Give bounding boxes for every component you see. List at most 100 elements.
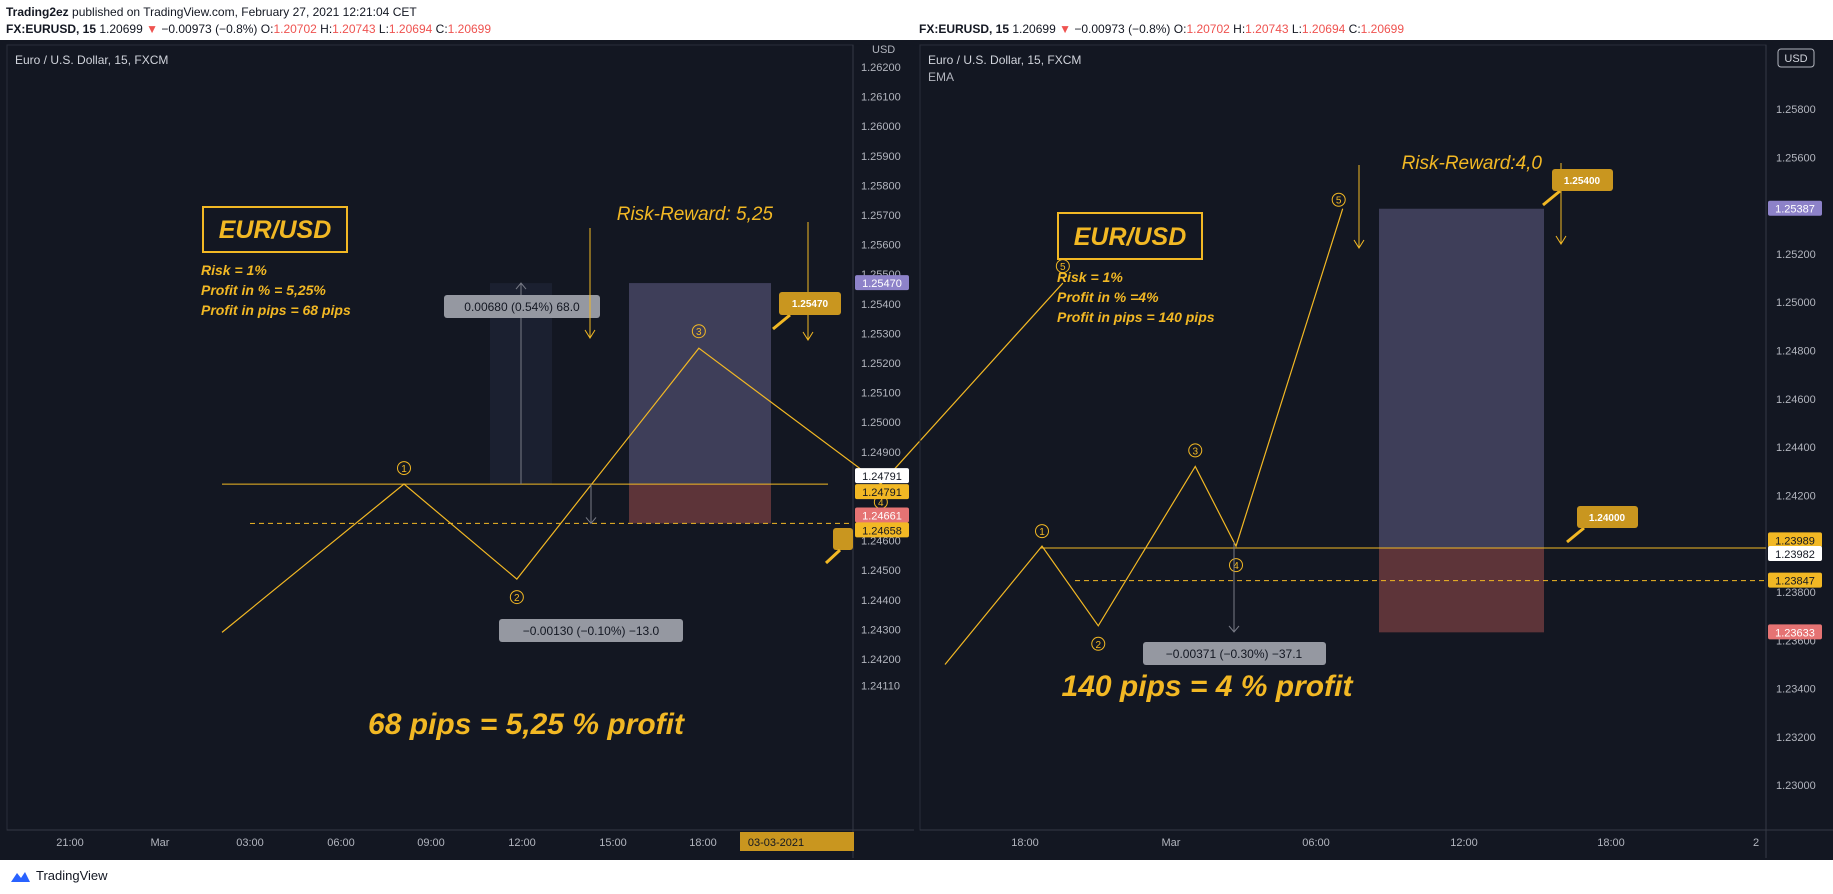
down-arrow-icon: ▼ [1059, 22, 1071, 36]
price-badge-value: 1.24658 [862, 525, 902, 537]
down-arrow-icon [1555, 235, 1567, 245]
wave-point-marker [1091, 636, 1106, 651]
right-pane-border [919, 44, 1767, 831]
low-label: L: [378, 22, 389, 36]
price-badge-value: 1.23982 [1775, 549, 1815, 561]
elliott-wave-line [944, 208, 1344, 665]
y-tick-label: 1.24200 [861, 654, 901, 666]
wave-point-marker [397, 461, 411, 476]
charts-canvas[interactable]: Euro / U.S. Dollar, 15, FXCM USD 1.26200… [0, 40, 1833, 860]
price-badge [855, 484, 909, 500]
y-tick-label: 1.23000 [1776, 780, 1816, 792]
left-y-ticks: 1.26200 1.26100 1.26000 1.25900 1.25800 1.257… [861, 62, 901, 693]
measure-up-arrow [515, 282, 527, 290]
down-arrow-icon [802, 331, 814, 341]
brand-name: TradingView [36, 868, 108, 883]
pair-title-box [202, 206, 348, 253]
footer-bar: TradingView [0, 860, 1833, 894]
price-badge [855, 468, 909, 484]
callout-box [1577, 506, 1638, 528]
x-tick-label: 12:00 [508, 837, 536, 849]
left-symbol-line: FX:EURUSD, 15 1.20699 ▼ −0.00973 (−0.8%)… [6, 22, 491, 36]
tradingview-logo[interactable]: TradingView [8, 868, 108, 883]
wave-point-label: 4 [878, 498, 884, 509]
y-tick-label: 1.24600 [861, 536, 901, 548]
y-tick-label: 1.25800 [861, 180, 901, 192]
wave-point-marker [1229, 558, 1243, 573]
right-price-badges: 1.25387 1.23989 1.23982 1.23847 1.23633 [1768, 200, 1822, 640]
down-arrow-icon [1353, 239, 1365, 249]
y-tick-label: 1.23800 [1776, 587, 1816, 599]
price-change: −0.00973 (−0.8%) [161, 22, 258, 36]
note-line: Profit in % =4% [1057, 289, 1159, 305]
y-tick-label: 1.24800 [1776, 346, 1816, 358]
close-label: C: [1348, 22, 1361, 36]
target-zone [1379, 208, 1544, 549]
left-x-ticks: 21:00Mar03:0006:0009:0012:0015:0018:0004… [56, 837, 845, 849]
price-badge-value: 1.25387 [1775, 204, 1815, 216]
pair-title: EUR/USD [219, 216, 332, 244]
price-badge-value: 1.23989 [1775, 535, 1815, 547]
left-chart[interactable]: Euro / U.S. Dollar, 15, FXCM USD 1.26200… [6, 44, 1070, 858]
note-line: Profit in pips = 140 pips [1057, 309, 1215, 325]
price-badge [855, 275, 909, 291]
open-label: O: [1173, 22, 1187, 36]
ema-indicator-label[interactable]: EMA [928, 70, 954, 84]
price-badge-value: 1.24661 [862, 511, 902, 523]
callout-pointer [1566, 526, 1585, 544]
measure-up-label: 0.00680 (0.54%) 68.0 [464, 300, 580, 314]
y-tick-label: 1.25700 [861, 210, 901, 222]
y-tick-label: 1.25600 [1776, 152, 1816, 164]
y-tick-label: 1.25800 [1776, 104, 1816, 116]
note-line: Risk = 1% [1057, 269, 1123, 285]
wave-point-label: 2 [514, 593, 520, 604]
left-price-badges: 1.25470 1.24791 1.24791 1.24661 1.24658 [855, 275, 909, 538]
wave-point-marker [691, 324, 706, 339]
callout-pointer [772, 313, 791, 331]
summary-text: 140 pips = 4 % profit [1062, 670, 1355, 703]
right-symbol-line: FX:EURUSD, 15 1.20699 ▼ −0.00973 (−0.8%)… [919, 22, 1404, 36]
callout-value: 1.25400 [1564, 176, 1601, 187]
x-tick-label: 18:00 [1011, 837, 1039, 849]
y-tick-label: 1.24110 [861, 681, 900, 693]
price-change: −0.00973 (−0.8%) [1074, 22, 1171, 36]
right-x-ticks: 18:00 Mar 06:00 12:00 18:00 2 [1011, 837, 1759, 849]
author-name[interactable]: Trading2ez [6, 5, 69, 19]
down-arrow-icon [584, 329, 596, 339]
measure-down-label-bg [1143, 642, 1326, 665]
close-label: C: [435, 22, 448, 36]
close-value: 1.20699 [1360, 22, 1405, 36]
y-tick-label: 1.24500 [861, 565, 901, 577]
pair-title-box [1057, 212, 1203, 260]
close-value: 1.20699 [447, 22, 492, 36]
left-date-badge: 03-03-2021 [748, 837, 804, 849]
price-badge [1768, 532, 1822, 548]
high-value: 1.20743 [332, 22, 376, 36]
currency-button-border [1777, 48, 1815, 68]
price-badge [855, 507, 909, 523]
x-tick-label: 15:00 [599, 837, 627, 849]
price-badge-value: 1.24791 [862, 487, 902, 499]
y-tick-label: 1.26100 [861, 92, 901, 104]
y-tick-label: 1.26000 [861, 121, 901, 133]
measure-down-arrow [585, 517, 597, 525]
y-tick-label: 1.24900 [861, 447, 901, 459]
stop-zone [629, 484, 771, 524]
pair-title: EUR/USD [1074, 223, 1187, 251]
y-tick-label: 1.24400 [1776, 442, 1816, 454]
right-currency-button[interactable]: USD [1784, 53, 1807, 65]
right-instrument-label: Euro / U.S. Dollar, 15, FXCM [928, 53, 1081, 67]
summary-text: 68 pips = 5,25 % profit [368, 708, 686, 741]
high-label: H: [1233, 22, 1246, 36]
y-tick-label: 1.25400 [861, 299, 901, 311]
right-y-ticks: 1.25800 1.25600 1.25200 1.25000 1.24800 1.246… [1776, 104, 1816, 792]
target-zone [629, 283, 771, 485]
right-chart[interactable]: Euro / U.S. Dollar, 15, FXCM EMA USD 1.2… [919, 44, 1833, 858]
measure-up-label-bg [444, 295, 600, 318]
callout-box [779, 292, 841, 315]
callout-value: 1.24000 [1589, 513, 1626, 524]
y-tick-label: 1.24300 [861, 624, 901, 636]
wave-point-marker [509, 590, 524, 605]
y-tick-label: 1.23400 [1776, 684, 1816, 696]
measure-down-label: −0.00130 (−0.10%) −13.0 [523, 624, 660, 638]
